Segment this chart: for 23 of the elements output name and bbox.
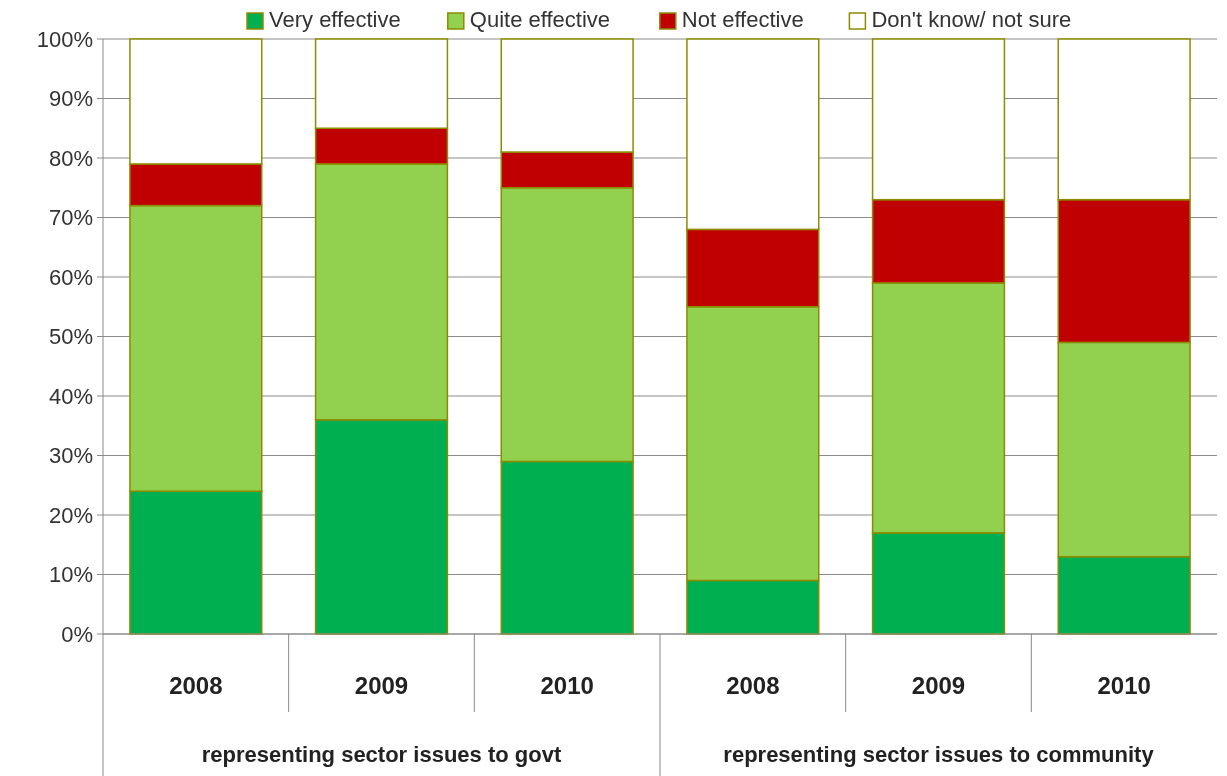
text: representing sector issues to community [723,742,1155,767]
legend-label: Don't know/ not sure [871,7,1072,32]
x-tick-label: 2010 [540,672,594,700]
x-tick-label: 2008 [169,672,223,700]
legend-label: Very effective [269,7,401,32]
text: representing sector issues to govt [201,742,562,767]
y-tick-label: 100% [36,26,93,52]
x-tick-label: 2009 [911,672,966,700]
y-tick-label: 10% [48,562,93,588]
x-tick-label: 2010 [1097,672,1151,700]
y-tick-label: 20% [48,502,93,528]
y-tick-label: 70% [48,205,93,231]
y-tick-label: 30% [48,443,93,469]
y-tick-label: 90% [48,86,93,112]
y-tick-label: 60% [48,264,93,290]
x-tick-label: 2008 [726,672,780,700]
x-tick-label: 2009 [354,672,409,700]
y-tick-label: 50% [48,324,93,350]
y-tick-label: 0% [61,621,93,647]
y-tick-label: 80% [48,145,93,171]
legend-label: Not effective [681,7,804,32]
legend-label: Quite effective [469,7,611,32]
y-tick-label: 40% [48,383,93,409]
